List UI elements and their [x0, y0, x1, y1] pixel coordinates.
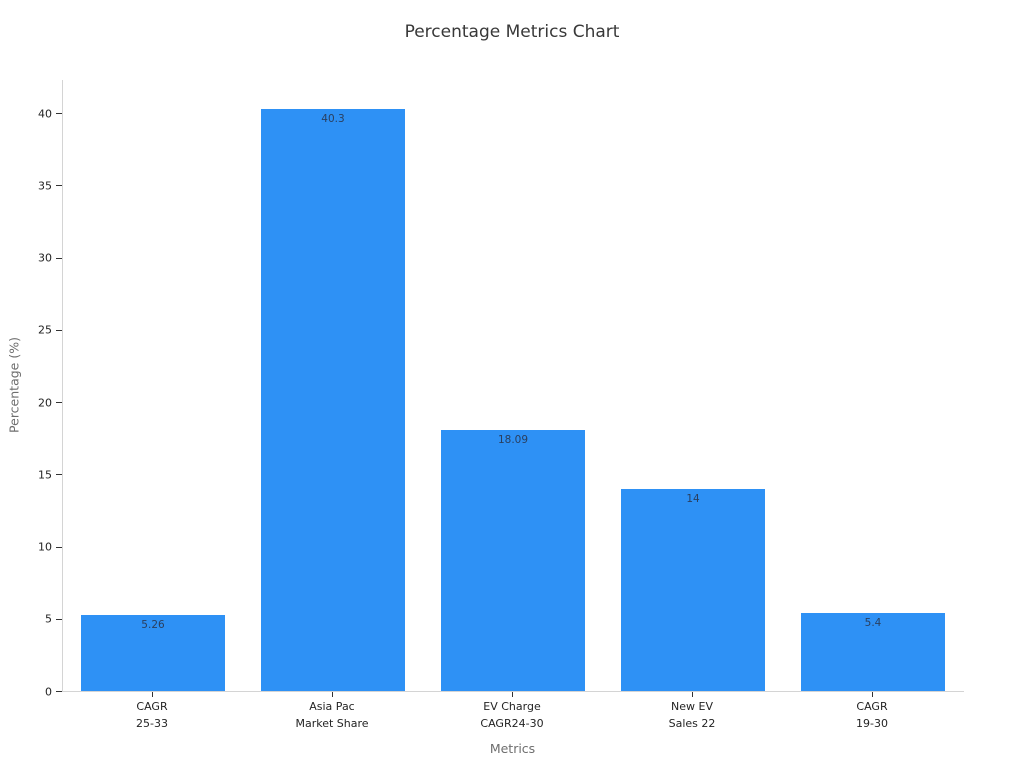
plot-area: 5.26 40.3 18.09 14 5.4 [62, 80, 964, 692]
y-tick-mark [56, 691, 62, 692]
x-tick-label: EV Charge CAGR24-30 [480, 700, 544, 730]
y-tick-label: 40 [38, 107, 52, 120]
x-tick-mark [332, 692, 333, 697]
x-tick-label: CAGR 25-33 [136, 700, 168, 730]
x-axis-title: Metrics [489, 741, 536, 756]
bar-value-label: 5.26 [141, 619, 165, 631]
y-tick-mark [56, 474, 62, 476]
x-tick-mark [872, 692, 873, 697]
y-tick-mark [56, 329, 62, 331]
bar-value-label: 40.3 [321, 112, 345, 125]
x-tick-mark [512, 692, 513, 697]
y-tick-mark [56, 257, 62, 259]
y-tick-label: 20 [38, 396, 52, 409]
y-axis-title: Percentage (%) [6, 337, 22, 433]
x-tick-label: CAGR 19-30 [856, 700, 888, 730]
bar-value-label: 18.09 [497, 433, 529, 446]
x-tick-label: Asia Pac Market Share [295, 700, 369, 730]
y-tick-mark [56, 113, 62, 114]
x-tick-label: New EV Sales 22 [668, 700, 716, 730]
bar-value-label: 5.4 [864, 616, 882, 629]
y-tick-label: 0 [45, 685, 52, 698]
bar: 14 [621, 488, 765, 691]
bar: 40.3 [261, 108, 405, 691]
y-tick-label: 35 [38, 179, 52, 193]
y-tick-label: 15 [38, 468, 52, 482]
bar: 18.09 [441, 429, 585, 691]
y-tick-mark [56, 402, 62, 403]
y-tick-label: 5 [45, 612, 52, 626]
y-tick-label: 25 [38, 323, 52, 337]
y-tick-label: 30 [38, 251, 52, 265]
y-tick-mark [56, 618, 62, 620]
bar: 5.26 [81, 615, 225, 691]
y-tick-label: 10 [38, 540, 52, 554]
x-tick-mark [692, 692, 693, 697]
y-tick-mark [56, 185, 62, 187]
bar-value-label: 14 [686, 492, 700, 505]
bar: 5.4 [801, 612, 945, 691]
y-tick-mark [56, 546, 62, 548]
x-tick-mark [152, 692, 153, 697]
chart-title: Percentage Metrics Chart [404, 22, 620, 42]
